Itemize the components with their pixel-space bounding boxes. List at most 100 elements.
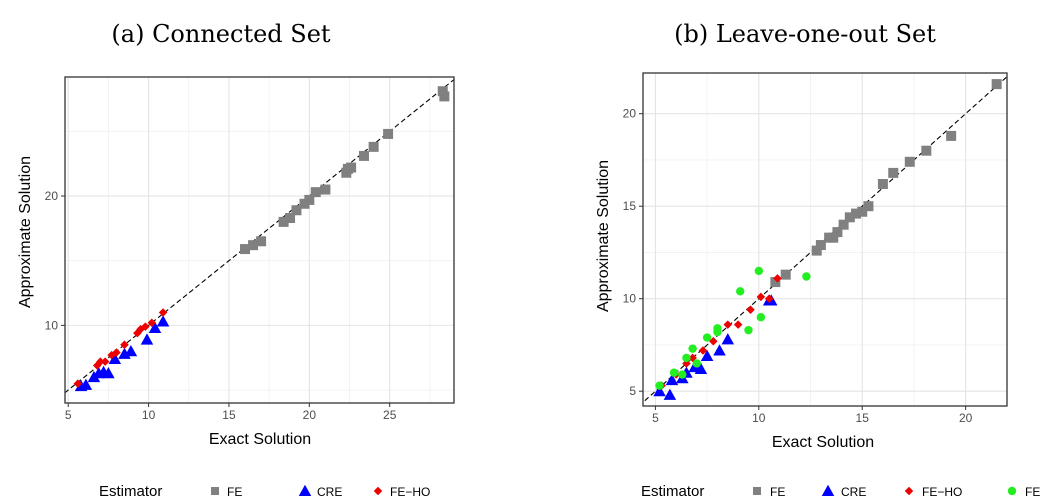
panel-a-point-fe-ho <box>120 340 129 350</box>
panel-b-point-fe <box>946 130 957 141</box>
panel-a-x-tick-label: 5 <box>65 408 72 422</box>
panel-b-gridlines <box>643 73 1007 406</box>
panel-b-point-fe-he <box>692 359 701 368</box>
panel-b-point-fe <box>838 219 849 230</box>
panel-b-legend-item-cre: CRE <box>821 484 866 499</box>
panel-a-x-tick-label: 10 <box>142 408 156 422</box>
panel-b-x-axis-title: Exact Solution <box>772 434 874 451</box>
panel-a-legend-item-fe-ho: FE−HO <box>373 485 430 499</box>
panel-b-point-fe <box>811 245 822 256</box>
panel-a-point-fe <box>358 150 369 161</box>
panel-b-legend-key-fe <box>753 487 761 495</box>
panel-b-point-fe-ho <box>709 337 718 346</box>
panel-b-point-fe-ho <box>773 274 782 283</box>
panel-a-point-fe <box>437 86 448 97</box>
panel-b-point-fe-ho <box>746 305 755 315</box>
panel-a-legend-item-cre: CRE <box>298 484 342 499</box>
panel-b-point-fe <box>815 240 826 251</box>
panel-a-point-fe-ho <box>73 379 83 388</box>
panel-a-legend-item-fe: FE <box>211 485 242 499</box>
panel-a-point-fe <box>291 205 302 216</box>
panel-b-point-fe-ho <box>764 294 774 303</box>
panel-b-legend-title: Estimator <box>641 483 704 500</box>
panel-a-legend-title: Estimator <box>99 483 162 500</box>
panel-b-legend-label-fe: FE <box>770 485 785 499</box>
panel-b-point-fe-ho <box>733 320 743 329</box>
panel-b-point-cre <box>713 344 726 356</box>
panel-b-y-tick-label: 20 <box>623 107 637 121</box>
panel-b-point-fe <box>828 232 839 243</box>
panel-b-y-tick-label: 15 <box>623 199 637 213</box>
panel-b-point-fe-he <box>744 325 753 335</box>
panel-b-point-fe <box>780 269 791 280</box>
panel-b-point-fe <box>857 206 868 217</box>
panel-a-panel-border <box>64 76 455 404</box>
panel-b-point-fe <box>863 201 874 212</box>
panel-a-point-fe <box>248 240 259 251</box>
panel-b-point-fe <box>888 167 899 178</box>
panel-b-panel-border <box>642 72 1008 407</box>
panel-a-point-fe <box>346 162 357 173</box>
panel-b-point-fe-ho <box>698 346 708 355</box>
panel-b-point-fe-he <box>754 266 764 276</box>
panel-b-point-fe <box>877 179 888 189</box>
panel-b-point-fe-he <box>688 344 697 353</box>
panel-b-legend-key-fe-ho <box>904 486 914 496</box>
panel-b-point-fe-he <box>669 368 679 377</box>
panel-b-legend: Estimator FE CRE FE−HO FE−HE <box>641 483 1041 500</box>
panel-a-point-cre <box>124 345 138 357</box>
panel-b-point-fe-he <box>736 287 745 296</box>
panel-a-y-axis-title: Approximate Solution <box>17 156 34 308</box>
panel-b-data-points <box>653 79 1002 400</box>
panel-a-point-fe <box>320 184 331 195</box>
panel-a-point-fe-ho <box>112 348 121 357</box>
panel-a-point-cre <box>102 366 115 379</box>
panel-b-point-fe-he <box>802 272 811 281</box>
panel-a-point-fe-ho <box>141 322 150 331</box>
panel-b-legend-label-fe-ho: FE−HO <box>922 485 962 499</box>
panel-a-legend-key-fe <box>211 487 219 495</box>
panel-b-point-cre <box>665 373 679 386</box>
panel-a-legend: Estimator FE CRE FE−HO <box>99 483 430 500</box>
panel-b-point-fe-ho <box>723 320 733 329</box>
panel-a-point-cre <box>156 315 170 327</box>
panel-a-plot-area: 5 10 15 20 25 10 20 <box>45 76 455 422</box>
panel-b-point-fe <box>921 145 932 156</box>
panel-a-point-cre <box>148 321 162 333</box>
panel-b-x-tick-label: 15 <box>856 411 870 425</box>
panel-leave-one-out-set: (b) Leave-one-out Set Exact Solution App… <box>595 20 1008 451</box>
panel-b-legend-item-fe-he: FE−HE <box>1007 485 1041 499</box>
panel-b-y-axis-title: Approximate Solution <box>595 160 612 312</box>
panel-b-legend-label-cre: CRE <box>841 485 866 499</box>
panel-a-point-cre <box>108 352 122 365</box>
panel-a-point-fe-ho <box>158 308 168 317</box>
panel-a-point-fe <box>285 213 296 224</box>
panel-b-y-tick-label: 5 <box>629 384 636 398</box>
panel-b-y-tick-label: 10 <box>623 292 637 306</box>
panel-b-x-tick-label: 10 <box>752 411 766 425</box>
panel-b-point-cre <box>721 333 735 345</box>
panel-b-point-fe-he <box>682 353 691 363</box>
panel-a-legend-key-fe-ho <box>373 486 383 496</box>
panel-a-point-fe <box>368 141 379 152</box>
panel-b-legend-item-fe-ho: FE−HO <box>904 485 962 499</box>
panel-b-title: (b) Leave-one-out Set <box>674 20 936 48</box>
panel-a-point-fe <box>278 216 289 227</box>
panel-a-point-fe <box>310 187 321 198</box>
panel-a-y-tick-label: 20 <box>45 189 59 203</box>
panel-a-legend-label-fe-ho: FE−HO <box>390 485 430 499</box>
panel-b-point-fe <box>904 156 915 167</box>
panel-b-x-tick-label: 20 <box>959 411 973 425</box>
panel-a-x-axis-title: Exact Solution <box>209 431 311 448</box>
panel-a-legend-key-cre <box>298 484 312 496</box>
panel-a-title: (a) Connected Set <box>111 20 331 48</box>
panel-b-legend-key-cre <box>821 484 835 496</box>
panel-a-x-tick-label: 25 <box>383 408 397 422</box>
panel-b-plot-area: 5 10 15 20 5 10 15 20 <box>623 72 1008 425</box>
panel-b-point-fe-he <box>702 333 712 342</box>
panel-a-point-fe <box>304 194 315 205</box>
panel-b-point-fe-he <box>713 324 722 333</box>
panel-a-gridlines <box>65 77 454 403</box>
panel-b-point-fe-he <box>756 313 766 322</box>
panel-b-x-tick-label: 5 <box>652 411 659 425</box>
